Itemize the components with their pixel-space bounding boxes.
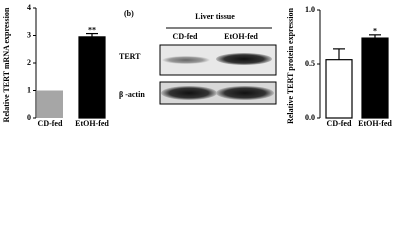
bar (37, 90, 63, 118)
figure: (b) Liver tissue CD-fed EtOH-fed TERT β … (2, 3, 393, 128)
x-tick-label: EtOH-fed (75, 119, 109, 128)
y-tick-label: 0.5 (305, 59, 315, 68)
blot-band (161, 86, 217, 100)
lane-label: CD-fed (173, 32, 198, 41)
y-tick-label: 0 (27, 113, 31, 122)
lane-label: EtOH-fed (224, 32, 258, 41)
band-label: β -actin (119, 90, 145, 99)
panel-label: (b) (124, 9, 134, 18)
y-axis-label: Relative TERT mRNA expression (2, 7, 11, 122)
x-tick-label: CD-fed (38, 119, 63, 128)
blot-title: Liver tissue (195, 12, 235, 21)
y-tick-label: 1 (27, 85, 31, 94)
y-tick-label: 2 (27, 58, 31, 67)
blot-band (162, 56, 210, 64)
y-tick-label: 3 (27, 30, 31, 39)
x-tick-label: CD-fed (327, 119, 352, 128)
y-tick-label: 1.0 (305, 5, 315, 14)
blot-band (216, 86, 274, 100)
bar (78, 36, 106, 119)
bar (361, 37, 389, 119)
y-axis-label: Relative TERT protein expression (286, 8, 295, 124)
y-tick-label: 4 (27, 3, 31, 12)
blot-band (216, 53, 272, 65)
x-tick-label: EtOH-fed (358, 119, 392, 128)
significance-label: * (373, 27, 377, 36)
y-tick-label: 0.0 (305, 113, 315, 122)
significance-label: ** (88, 25, 96, 34)
band-label: TERT (119, 52, 141, 61)
bar (325, 59, 353, 119)
